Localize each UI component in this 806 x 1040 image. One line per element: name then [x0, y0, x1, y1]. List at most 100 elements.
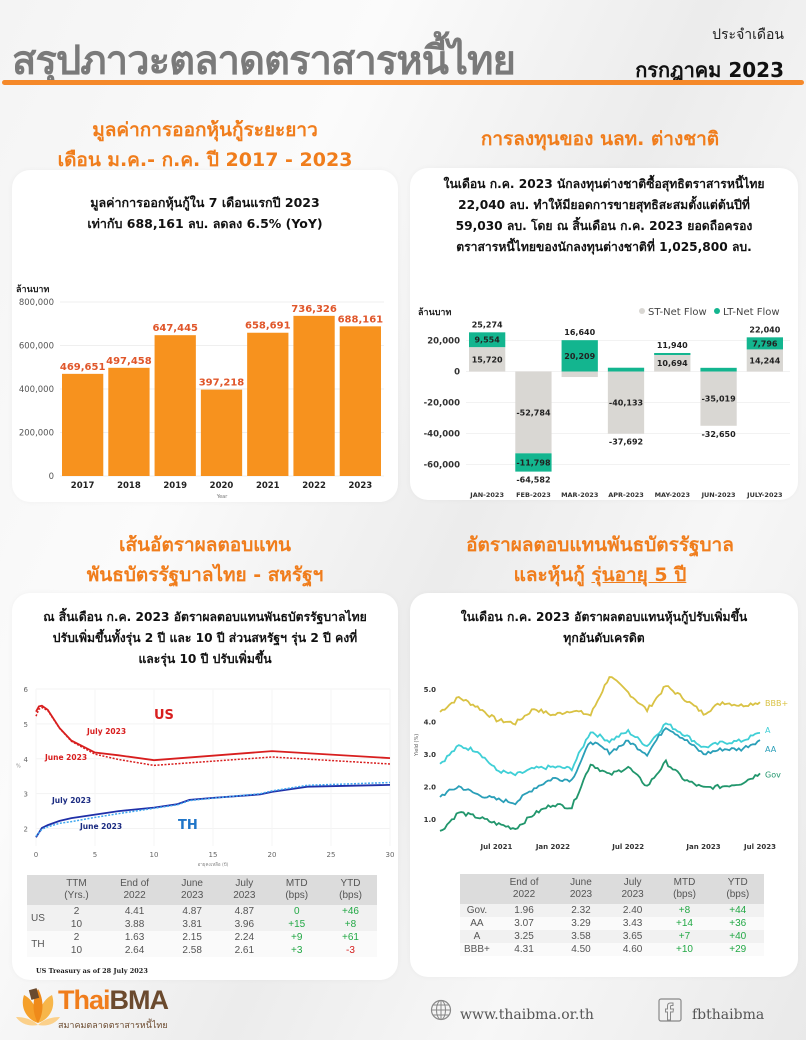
website-link[interactable]: www.thaibma.or.th — [460, 1007, 594, 1023]
table-cell: 2 — [48, 905, 105, 918]
table-row: 10 2.64 2.58 2.61 +3 -3 — [27, 944, 377, 957]
table-row: Gov. 1.96 2.32 2.40 +8 +44 — [460, 904, 764, 917]
annotation-us-june: June 2023 — [44, 753, 87, 762]
table-header: End of 2022 — [493, 874, 555, 904]
table-cell-ytd: +40 — [711, 930, 764, 943]
title-underlined: รุ่นอายุ 5 ปี — [591, 564, 687, 586]
section-yield-curve-title-line2: พันธบัตรรัฐบาลไทย - สหรัฐฯ — [86, 564, 324, 586]
bar-segment-label: -52,784 — [516, 408, 551, 417]
table-cell-name: Gov. — [460, 904, 494, 917]
annotation-th: TH — [178, 818, 198, 833]
bar-segment-lt — [654, 352, 691, 355]
section-issuance-title-line1: มูลค่าการออกหุ้นกู้ระยะยาว — [92, 119, 318, 141]
bar-segment-label: 15,720 — [472, 355, 503, 364]
x-tick-label: MAY-2023 — [655, 491, 690, 499]
table-cell: 10 — [48, 944, 105, 957]
thaibma-logo[interactable]: ThaiBMA สมาคมตลาดตราสารหนี้ไทย — [14, 985, 194, 1033]
x-tick-label: 2020 — [210, 481, 234, 491]
bar — [154, 335, 196, 476]
bar-total-label: 11,940 — [657, 341, 688, 350]
bar-segment-label: 9,554 — [474, 336, 500, 345]
table-row: US 2 4.41 4.87 4.87 0 +46 — [27, 905, 377, 931]
table-cell-mtd: +14 — [657, 917, 712, 930]
y-tick-label: -40,000 — [424, 430, 460, 440]
x-tick-label: 10 — [150, 851, 159, 859]
bar — [62, 373, 104, 476]
series-label: Gov — [765, 770, 781, 779]
issuance-summary: มูลค่าการออกหุ้นกู้ใน 7 เดือนแรกปี 2023 … — [12, 192, 398, 234]
y-tick-label: -20,000 — [424, 399, 460, 409]
table-cell: 3.25 — [493, 930, 555, 943]
legend-marker-st — [639, 308, 645, 314]
foreign-flow-summary-line: 22,040 ลบ. ทำให้มียอดการขายสุทธิสะสมตั้ง… — [458, 198, 750, 212]
table-cell: 4.41 — [104, 905, 166, 918]
foreign-flow-summary-line: ในเดือน ก.ค. 2023 นักลงทุนต่างชาติซื้อสุ… — [443, 177, 765, 191]
x-tick-label: Jul 2022 — [611, 843, 644, 851]
x-tick-label: 2019 — [163, 481, 187, 491]
table-header: End of 2022 — [104, 875, 166, 905]
bar-segment-st — [654, 354, 691, 372]
table-row: TH 2 1.63 2.15 2.24 +9 +61 — [27, 931, 377, 957]
y-tick-label: 4 — [24, 756, 29, 764]
annotation-th-july: July 2023 — [51, 796, 91, 805]
table-cell: 4.50 — [554, 943, 608, 956]
y-axis-label: ล้านบาท — [16, 284, 49, 295]
curve-line — [35, 706, 391, 767]
curve-line — [35, 781, 391, 837]
foreign-flow-summary: ในเดือน ก.ค. 2023 นักลงทุนต่างชาติซื้อสุ… — [410, 174, 798, 258]
series-label: BBB+ — [765, 699, 788, 708]
yield-curve-summary-line: ณ สิ้นเดือน ก.ค. 2023 อัตราผลตอบแทนพันธบ… — [43, 610, 367, 624]
facebook-link[interactable]: fbthaibma — [692, 1007, 765, 1023]
table-header-row: End of 2022 June 2023 July 2023 MTD (bps… — [460, 874, 764, 904]
x-tick-label: FEB-2023 — [516, 491, 551, 499]
table-cell: 3.43 — [607, 917, 658, 930]
table-cell: 2.40 — [607, 904, 658, 917]
table-header: June 2023 — [554, 874, 608, 904]
y-tick-label: 400,000 — [19, 385, 54, 395]
x-tick-label: Jul 2021 — [480, 843, 513, 851]
issuance-summary-line2: เท่ากับ 688,161 ลบ. ลดลง 6.5% (YoY) — [87, 216, 323, 231]
table-cell: 4.31 — [493, 943, 555, 956]
table-header: TTM (Yrs.) — [48, 875, 105, 905]
yield-line — [439, 722, 761, 777]
x-tick-label: Jan 2023 — [685, 843, 720, 851]
table-cell: 10 — [48, 918, 105, 931]
section-corp-yield-title: อัตราผลตอบแทนพันธบัตรรัฐบาล และหุ้นกู้ ร… — [415, 530, 785, 590]
table-cell: 2.24 — [219, 931, 270, 944]
x-tick-label: 0 — [34, 851, 38, 859]
annotation-us: US — [154, 708, 174, 723]
x-axis-label: อายุคงเหลือ (ปี) — [198, 861, 229, 868]
yield-curve-line-chart: 2 3 4 5 6 0 5 10 15 20 25 30 อายุคงเหลือ (ปี)% US TH Ju… — [16, 686, 394, 868]
bar — [339, 326, 381, 476]
yield-curve-footnote: US Treasury as of 28 July 2023 — [36, 967, 148, 975]
section-foreign-title: การลงทุนของ นลท. ต่างชาติ — [480, 128, 720, 150]
x-tick-label: JULY-2023 — [746, 491, 782, 499]
table-cell-name: BBB+ — [460, 943, 494, 956]
bar-segment-label: 14,244 — [749, 356, 780, 365]
table-header-row: TTM (Yrs.) End of 2022 June 2023 July 20… — [27, 875, 377, 905]
table-cell-mtd: +8 — [657, 904, 712, 917]
table-header: YTD (bps) — [711, 874, 764, 904]
y-tick-label: 5 — [24, 721, 28, 729]
bar-segment-label: 20,209 — [564, 352, 595, 361]
header-divider — [2, 80, 804, 85]
yield-line — [439, 726, 761, 806]
bar-segment-st — [469, 347, 506, 372]
x-tick-label: 2021 — [256, 481, 280, 491]
y-tick-label: 3 — [24, 791, 28, 799]
x-tick-label: JAN-2023 — [469, 491, 504, 499]
bar — [200, 389, 243, 476]
table-cell: 2.61 — [219, 944, 270, 957]
x-tick-label: Jan 2022 — [535, 843, 570, 851]
logo-text-bma: BMA — [109, 985, 169, 1015]
issuance-bar-chart: ล้านบาท 0 200,000 400,000 600,000 800,000 469,… — [16, 284, 384, 500]
y-tick-label: 2 — [24, 826, 28, 834]
table-header: July 2023 — [219, 875, 270, 905]
x-tick-label: 25 — [327, 851, 336, 859]
issuance-card: มูลค่าการออกหุ้นกู้ใน 7 เดือนแรกปี 2023 … — [12, 170, 398, 502]
y-tick-label: 2.0 — [424, 783, 437, 791]
series-label: AA — [765, 745, 777, 754]
table-row: A 3.25 3.58 3.65 +7 +40 — [460, 930, 764, 943]
y-axis-label: % — [16, 764, 21, 770]
bar-segment-lt — [700, 367, 737, 372]
